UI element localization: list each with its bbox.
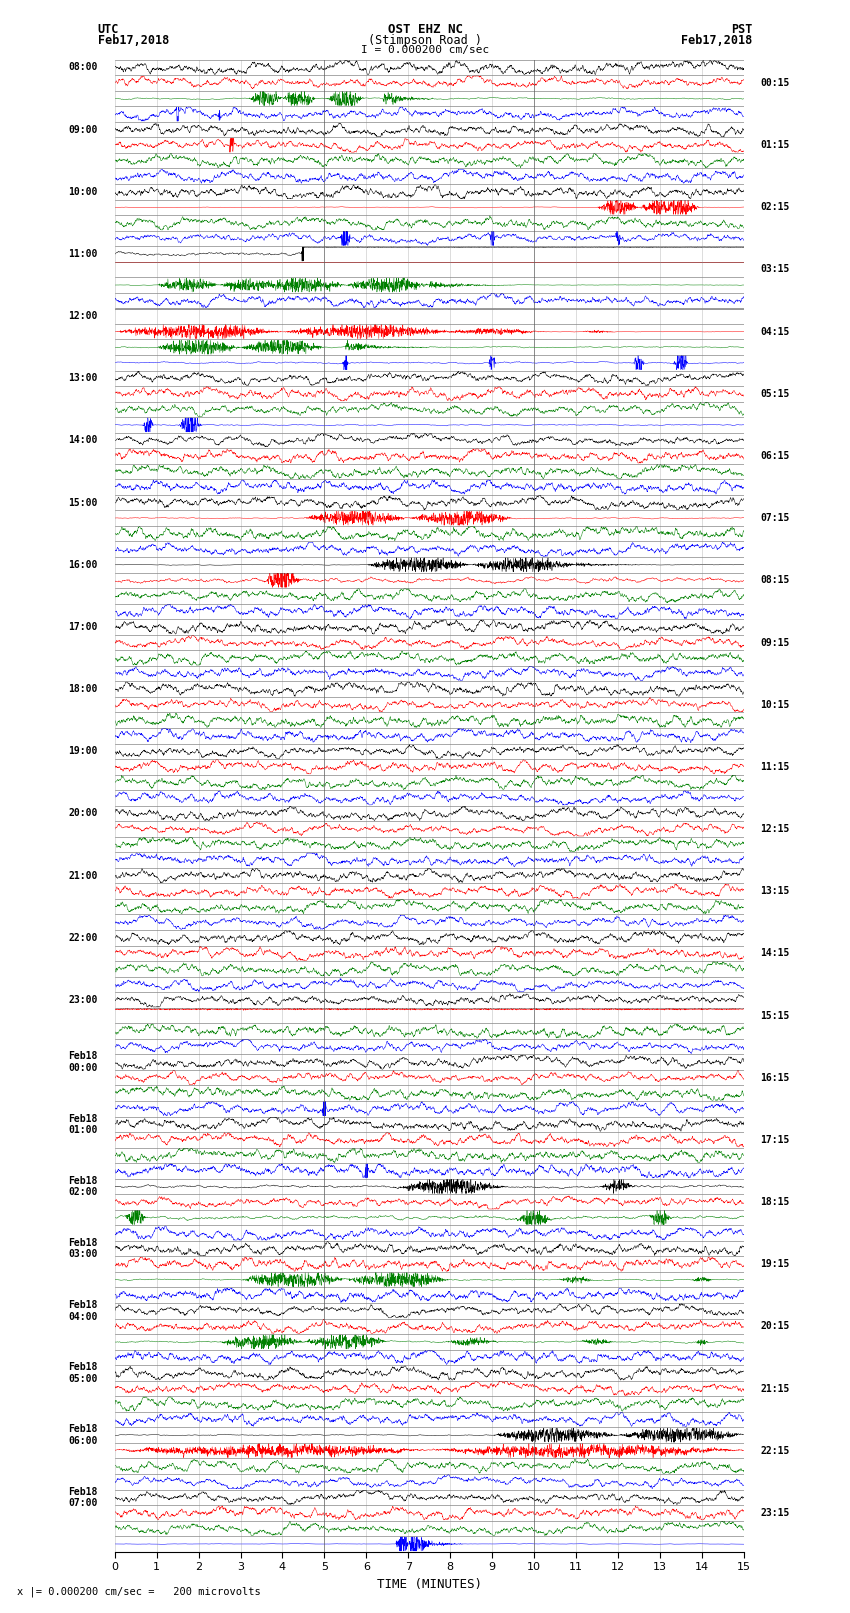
Text: 17:00: 17:00 xyxy=(69,623,98,632)
Text: 06:15: 06:15 xyxy=(761,452,790,461)
Text: 15:00: 15:00 xyxy=(69,498,98,508)
Text: x |= 0.000200 cm/sec =   200 microvolts: x |= 0.000200 cm/sec = 200 microvolts xyxy=(17,1586,261,1597)
Text: 00:15: 00:15 xyxy=(761,77,790,89)
Text: 18:00: 18:00 xyxy=(69,684,98,694)
Text: 10:15: 10:15 xyxy=(761,700,790,710)
Text: 14:00: 14:00 xyxy=(69,436,98,445)
Text: 16:00: 16:00 xyxy=(69,560,98,569)
Text: 15:15: 15:15 xyxy=(761,1010,790,1021)
Text: 16:15: 16:15 xyxy=(761,1073,790,1082)
Text: Feb18
00:00: Feb18 00:00 xyxy=(69,1052,98,1073)
Text: 08:15: 08:15 xyxy=(761,576,790,586)
Text: 17:15: 17:15 xyxy=(761,1136,790,1145)
Text: 18:15: 18:15 xyxy=(761,1197,790,1207)
Text: Feb18
06:00: Feb18 06:00 xyxy=(69,1424,98,1445)
Text: 23:15: 23:15 xyxy=(761,1508,790,1518)
Text: 13:15: 13:15 xyxy=(761,886,790,897)
Text: PST: PST xyxy=(731,23,752,35)
Text: Feb18
07:00: Feb18 07:00 xyxy=(69,1487,98,1508)
Text: Feb18
02:00: Feb18 02:00 xyxy=(69,1176,98,1197)
Text: Feb18
04:00: Feb18 04:00 xyxy=(69,1300,98,1321)
Text: 03:15: 03:15 xyxy=(761,265,790,274)
Text: I = 0.000200 cm/sec: I = 0.000200 cm/sec xyxy=(361,45,489,55)
Text: 01:15: 01:15 xyxy=(761,140,790,150)
Text: 13:00: 13:00 xyxy=(69,373,98,384)
Text: 04:15: 04:15 xyxy=(761,327,790,337)
Text: 11:00: 11:00 xyxy=(69,248,98,260)
Text: 23:00: 23:00 xyxy=(69,995,98,1005)
Text: 20:15: 20:15 xyxy=(761,1321,790,1331)
Text: 19:00: 19:00 xyxy=(69,747,98,756)
Text: Feb17,2018: Feb17,2018 xyxy=(98,34,169,47)
Text: 09:00: 09:00 xyxy=(69,124,98,134)
Text: OST EHZ NC: OST EHZ NC xyxy=(388,23,462,35)
Text: 21:15: 21:15 xyxy=(761,1384,790,1394)
Text: (Stimpson Road ): (Stimpson Road ) xyxy=(368,34,482,47)
Text: 02:15: 02:15 xyxy=(761,202,790,213)
Text: 14:15: 14:15 xyxy=(761,948,790,958)
Text: 19:15: 19:15 xyxy=(761,1260,790,1269)
Text: 11:15: 11:15 xyxy=(761,761,790,773)
Text: Feb18
01:00: Feb18 01:00 xyxy=(69,1113,98,1136)
Text: 05:15: 05:15 xyxy=(761,389,790,398)
Text: 12:15: 12:15 xyxy=(761,824,790,834)
Text: Feb18
03:00: Feb18 03:00 xyxy=(69,1237,98,1260)
Text: 12:00: 12:00 xyxy=(69,311,98,321)
Text: 07:15: 07:15 xyxy=(761,513,790,523)
Text: Feb18
05:00: Feb18 05:00 xyxy=(69,1361,98,1384)
Text: UTC: UTC xyxy=(98,23,119,35)
Text: 21:00: 21:00 xyxy=(69,871,98,881)
X-axis label: TIME (MINUTES): TIME (MINUTES) xyxy=(377,1578,482,1590)
Text: 22:15: 22:15 xyxy=(761,1445,790,1455)
Text: 20:00: 20:00 xyxy=(69,808,98,818)
Text: Feb17,2018: Feb17,2018 xyxy=(681,34,752,47)
Text: 09:15: 09:15 xyxy=(761,637,790,647)
Text: 08:00: 08:00 xyxy=(69,63,98,73)
Text: 22:00: 22:00 xyxy=(69,932,98,944)
Text: 10:00: 10:00 xyxy=(69,187,98,197)
